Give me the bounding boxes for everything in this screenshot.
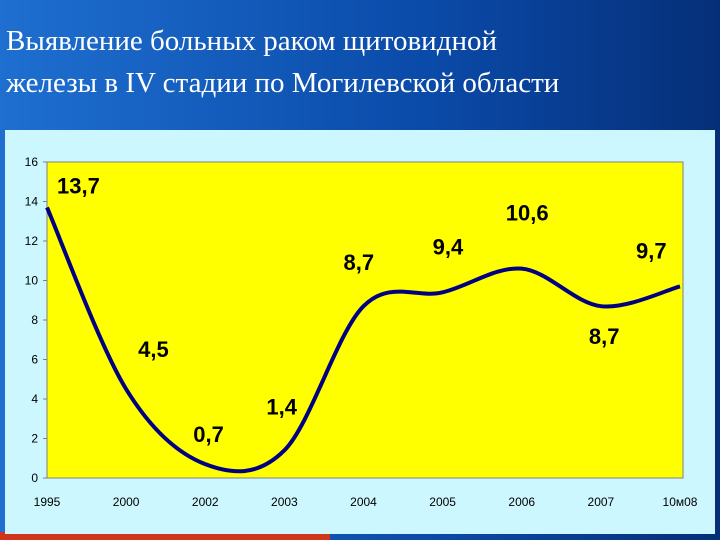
x-tick-label: 2002 (192, 495, 219, 509)
y-tick-label: 12 (25, 234, 39, 248)
chart: 0 2 4 6 8 10 12 14 16 1995 2000 2002 2003 2004 2005 200… (25, 155, 698, 509)
data-label: 4,5 (138, 337, 169, 362)
y-tick-label: 14 (25, 195, 39, 209)
y-tick-label: 16 (25, 155, 39, 169)
y-tick-label: 0 (31, 471, 38, 485)
y-tick-label: 8 (31, 313, 38, 327)
y-tick-label: 10 (25, 274, 39, 288)
x-tick-label: 2003 (271, 495, 298, 509)
data-label: 10,6 (506, 201, 549, 226)
y-tick-label: 2 (31, 432, 38, 446)
title-line: Выявление больных раком щитовидной (6, 25, 497, 57)
x-tick-label: 2005 (429, 495, 456, 509)
y-tick-label: 6 (31, 353, 38, 367)
x-tick-label: 10м08 (663, 495, 698, 509)
data-label: 1,4 (266, 394, 297, 419)
data-label: 9,4 (433, 234, 464, 259)
data-label: 8,7 (344, 250, 375, 275)
y-tick-label: 4 (31, 392, 38, 406)
x-tick-label: 2000 (113, 495, 140, 509)
data-label: 8,7 (589, 324, 620, 349)
plot-area (46, 161, 684, 479)
data-label: 9,7 (636, 238, 667, 263)
x-tick-label: 1995 (34, 495, 61, 509)
data-line (45, 206, 681, 474)
title-line: железы в IV стадии по Могилевской област… (5, 67, 559, 99)
decor-stripe (0, 532, 330, 540)
x-tick-label: 2007 (588, 495, 615, 509)
data-label: 0,7 (193, 422, 224, 447)
x-tick-label: 2004 (350, 495, 377, 509)
data-label: 13,7 (57, 173, 100, 198)
x-tick-label: 2006 (508, 495, 535, 509)
